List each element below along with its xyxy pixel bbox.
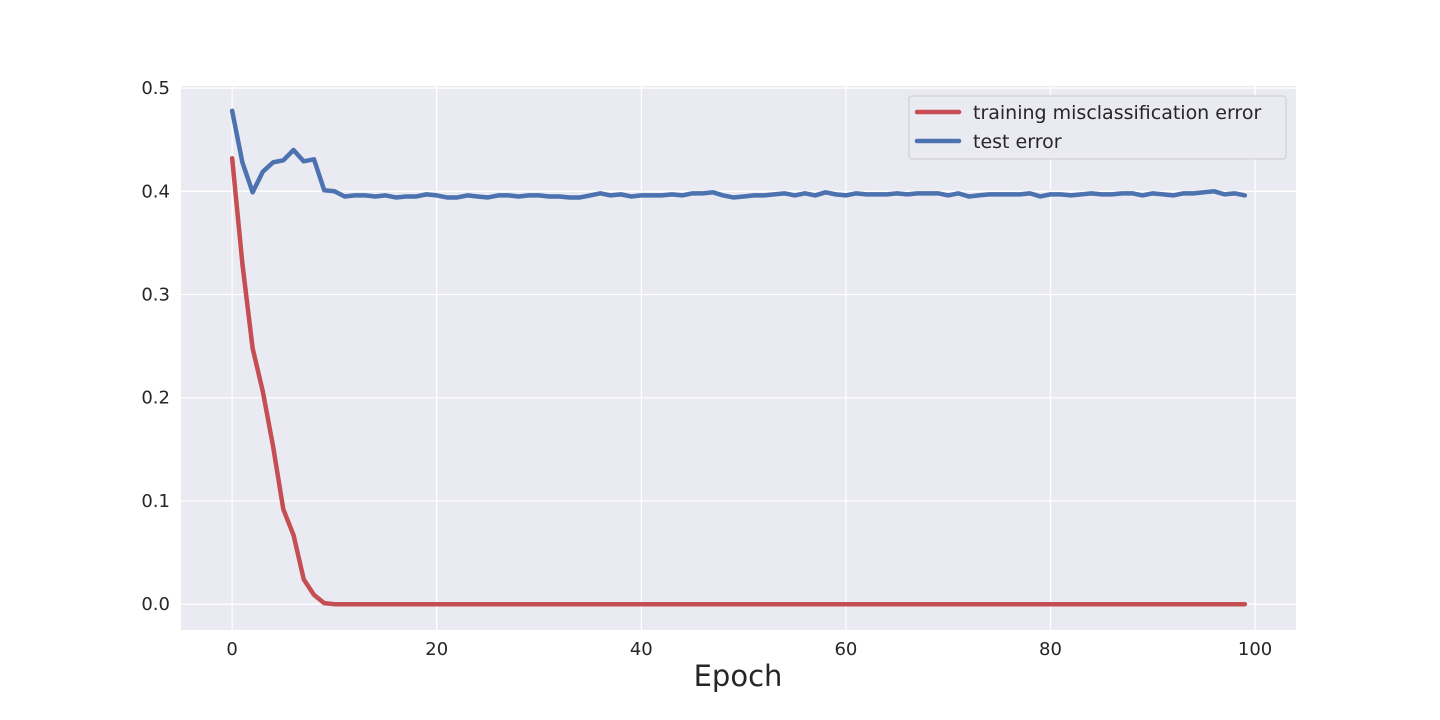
y-tick-label: 0.5 (141, 78, 170, 99)
y-tick-label: 0.4 (141, 181, 170, 202)
x-tick-label: 20 (425, 639, 448, 660)
y-tick-label: 0.2 (141, 388, 170, 409)
x-tick-label: 80 (1039, 639, 1062, 660)
x-tick-label: 60 (834, 639, 857, 660)
y-tick-label: 0.3 (141, 285, 170, 306)
legend-label-test-error: test error (973, 131, 1062, 153)
x-tick-label: 100 (1238, 639, 1272, 660)
y-tick-labels: 0.0 0.1 0.2 0.3 0.4 0.5 (141, 78, 170, 615)
legend-box (908, 95, 1287, 160)
x-tick-label: 0 (226, 639, 237, 660)
series-line-training-misclassification-error (229, 156, 1248, 607)
series-line-test-error (229, 108, 1248, 200)
legend: training misclassification error test er… (908, 95, 1287, 160)
x-tick-labels: 0 20 40 60 80 100 (226, 639, 1272, 660)
y-tick-label: 0.0 (141, 594, 170, 615)
y-tick-label: 0.1 (141, 491, 170, 512)
x-tick-label: 40 (630, 639, 653, 660)
series-lines (229, 108, 1248, 607)
legend-label-training-misclassification-error: training misclassification error (973, 102, 1261, 124)
x-axis-title: Epoch (694, 659, 783, 693)
plot-background (181, 86, 1296, 630)
